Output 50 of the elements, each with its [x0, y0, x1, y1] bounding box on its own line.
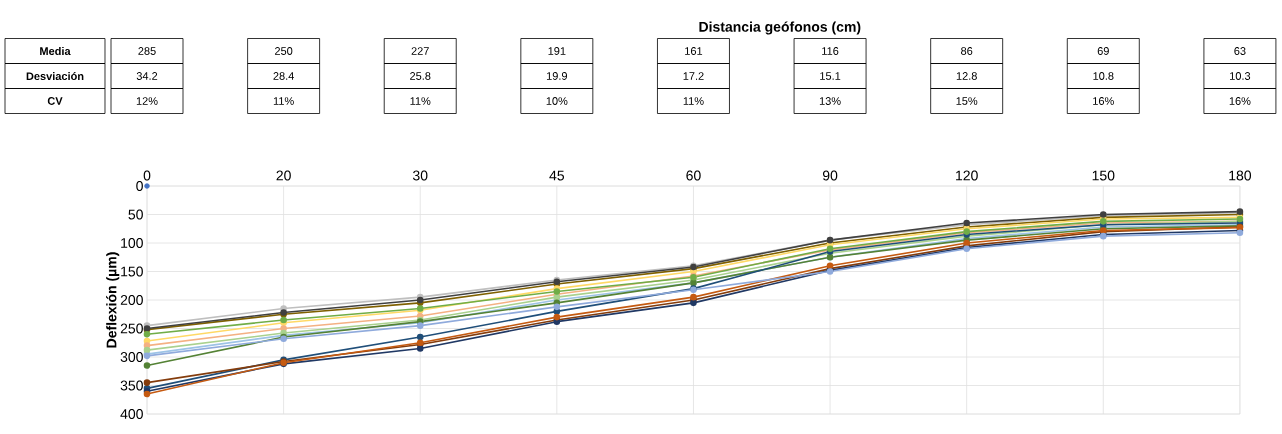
text: 12.8	[956, 72, 977, 80]
text: CV	[47, 97, 63, 105]
text: 86	[961, 47, 973, 55]
y-tick-label: 50	[128, 209, 143, 220]
text: 34.2	[136, 72, 158, 80]
text: 15%	[956, 97, 978, 105]
y-tick-label: 300	[120, 352, 143, 362]
text: 285	[138, 47, 156, 55]
y-tick-label: 400	[120, 409, 143, 419]
text: 116	[822, 47, 839, 55]
text: 17.2	[683, 72, 704, 80]
text: 15.1	[820, 72, 841, 80]
text: 161	[685, 47, 703, 55]
y-tick-label: 250	[120, 323, 143, 334]
y-tick-label: 100	[121, 238, 143, 248]
text: 12%	[136, 97, 158, 105]
text: 19.9	[546, 72, 568, 80]
y-axis-title: Deflexión (µm)	[106, 252, 120, 348]
y-tick-label: 0	[136, 181, 143, 191]
x-tick-label: 45	[549, 170, 565, 181]
text: 28.4	[273, 72, 294, 80]
text: 10.3	[1230, 72, 1251, 80]
x-tick-label: 150	[1092, 170, 1115, 181]
text: 25.8	[410, 72, 431, 80]
text: 13%	[819, 97, 841, 105]
text: 250	[274, 47, 293, 55]
x-tick-label: 90	[822, 170, 838, 181]
x-tick-label: 60	[686, 170, 701, 181]
x-tick-label: 30	[412, 170, 428, 181]
text: 16%	[1093, 97, 1114, 105]
text: 69	[1097, 47, 1109, 55]
text: 11%	[683, 97, 704, 105]
text: 11%	[273, 97, 294, 105]
text: 16%	[1229, 97, 1251, 105]
text: 10%	[546, 97, 568, 105]
y-tick-label: 350	[120, 380, 143, 391]
text: Desviación	[26, 71, 84, 81]
text: 63	[1234, 47, 1246, 55]
x-tick-label: 180	[1229, 170, 1252, 181]
x-tick-label: 0	[143, 170, 151, 181]
y-tick-label: 200	[120, 295, 143, 305]
text: 227	[411, 47, 429, 55]
x-tick-label: 120	[956, 170, 978, 181]
text: Media	[40, 46, 71, 56]
text: 191	[548, 47, 566, 55]
text: 11%	[410, 97, 431, 105]
text: 10.8	[1093, 72, 1114, 80]
x-tick-label: 20	[276, 170, 291, 181]
text: Distancia geófonos (cm)	[699, 21, 861, 35]
y-tick-label: 150	[121, 266, 143, 277]
